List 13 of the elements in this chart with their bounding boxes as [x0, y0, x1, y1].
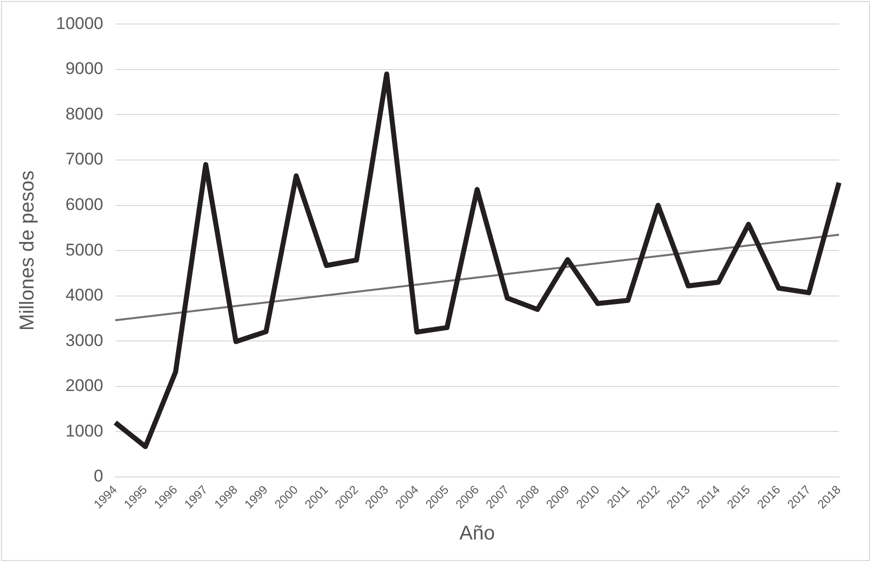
y-tick-label: 2000: [65, 376, 104, 396]
y-axis-title: Millones de pesos: [16, 170, 39, 331]
y-tick-label: 1000: [65, 421, 104, 440]
y-tick-label: 7000: [65, 150, 104, 169]
y-tick-label: 8000: [65, 104, 104, 124]
y-tick-label: 10000: [56, 14, 104, 33]
y-tick-label: 3000: [65, 330, 104, 350]
y-tick-label: 5000: [65, 240, 104, 260]
y-tick-label: 4000: [65, 286, 104, 305]
x-axis-title: Año: [459, 522, 495, 545]
y-tick-label: 6000: [65, 194, 104, 214]
y-tick-label: 9000: [65, 59, 104, 78]
y-tick-label: 0: [94, 466, 104, 486]
